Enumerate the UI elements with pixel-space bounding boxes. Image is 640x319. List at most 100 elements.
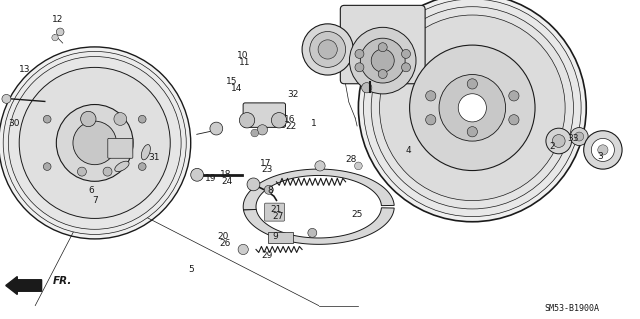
Circle shape bbox=[426, 91, 436, 101]
Circle shape bbox=[103, 167, 112, 176]
Text: 21: 21 bbox=[271, 205, 282, 214]
Circle shape bbox=[52, 34, 58, 41]
Text: 20: 20 bbox=[217, 232, 228, 241]
Circle shape bbox=[410, 45, 535, 171]
Text: 4: 4 bbox=[406, 146, 411, 155]
Circle shape bbox=[44, 115, 51, 123]
FancyBboxPatch shape bbox=[243, 103, 285, 127]
Circle shape bbox=[3, 51, 186, 234]
Circle shape bbox=[81, 111, 96, 127]
Circle shape bbox=[349, 27, 416, 94]
Text: 8: 8 bbox=[268, 186, 273, 195]
Circle shape bbox=[239, 113, 255, 128]
Circle shape bbox=[271, 113, 287, 128]
Text: 25: 25 bbox=[351, 210, 363, 219]
Circle shape bbox=[598, 145, 608, 155]
Circle shape bbox=[426, 115, 436, 125]
Circle shape bbox=[355, 162, 362, 170]
Polygon shape bbox=[243, 208, 394, 244]
Circle shape bbox=[401, 49, 410, 58]
Text: 16: 16 bbox=[284, 115, 295, 124]
Circle shape bbox=[467, 127, 477, 137]
Circle shape bbox=[355, 49, 364, 58]
Text: 30: 30 bbox=[8, 119, 20, 128]
Bar bbox=[268, 232, 293, 243]
Text: 11: 11 bbox=[239, 58, 251, 67]
FancyBboxPatch shape bbox=[108, 138, 133, 158]
Circle shape bbox=[591, 138, 614, 161]
Text: 32: 32 bbox=[287, 90, 299, 99]
Text: SM53-B1900A: SM53-B1900A bbox=[544, 304, 599, 313]
Circle shape bbox=[302, 24, 353, 75]
Ellipse shape bbox=[141, 145, 150, 160]
Circle shape bbox=[355, 63, 364, 72]
Circle shape bbox=[371, 49, 394, 72]
Text: 12: 12 bbox=[52, 15, 63, 24]
Circle shape bbox=[191, 168, 204, 181]
Circle shape bbox=[552, 135, 565, 147]
Text: 29: 29 bbox=[262, 251, 273, 260]
Circle shape bbox=[238, 244, 248, 255]
Circle shape bbox=[0, 47, 191, 239]
Circle shape bbox=[546, 128, 572, 154]
Text: 13: 13 bbox=[19, 65, 30, 74]
Circle shape bbox=[362, 83, 372, 93]
Text: 7: 7 bbox=[92, 196, 97, 205]
Text: 22: 22 bbox=[285, 122, 297, 130]
Text: 19: 19 bbox=[205, 174, 217, 182]
Circle shape bbox=[247, 178, 260, 191]
Circle shape bbox=[251, 129, 259, 137]
Circle shape bbox=[378, 43, 387, 52]
Text: 23: 23 bbox=[262, 165, 273, 174]
Circle shape bbox=[308, 228, 317, 237]
Text: 17: 17 bbox=[260, 159, 271, 168]
Circle shape bbox=[509, 91, 519, 101]
Text: 26: 26 bbox=[220, 239, 231, 248]
Circle shape bbox=[467, 79, 477, 89]
Circle shape bbox=[19, 67, 170, 219]
Circle shape bbox=[44, 163, 51, 170]
Text: 5: 5 bbox=[188, 265, 193, 274]
Ellipse shape bbox=[115, 161, 129, 172]
Circle shape bbox=[358, 0, 586, 222]
Circle shape bbox=[210, 122, 223, 135]
Circle shape bbox=[364, 0, 581, 217]
Circle shape bbox=[439, 75, 506, 141]
FancyBboxPatch shape bbox=[340, 5, 425, 84]
Text: 15: 15 bbox=[226, 77, 237, 86]
Circle shape bbox=[380, 15, 565, 201]
Polygon shape bbox=[243, 169, 394, 210]
Text: 10: 10 bbox=[237, 51, 249, 60]
Text: 6: 6 bbox=[88, 186, 93, 195]
FancyArrow shape bbox=[6, 277, 42, 294]
Text: 33: 33 bbox=[567, 134, 579, 143]
Circle shape bbox=[257, 125, 268, 135]
Text: 9: 9 bbox=[273, 232, 278, 241]
Circle shape bbox=[8, 56, 181, 229]
Circle shape bbox=[315, 161, 325, 171]
Circle shape bbox=[138, 115, 146, 123]
Circle shape bbox=[360, 38, 405, 83]
Circle shape bbox=[264, 185, 273, 194]
Circle shape bbox=[56, 105, 133, 181]
Text: 14: 14 bbox=[231, 84, 243, 93]
Circle shape bbox=[575, 132, 584, 141]
Circle shape bbox=[73, 121, 116, 165]
Circle shape bbox=[138, 163, 146, 170]
Text: FR.: FR. bbox=[52, 276, 72, 286]
Text: 18: 18 bbox=[220, 170, 231, 179]
Circle shape bbox=[371, 7, 573, 209]
Text: 3: 3 bbox=[598, 152, 603, 161]
Circle shape bbox=[509, 115, 519, 125]
Circle shape bbox=[114, 113, 127, 125]
Text: 31: 31 bbox=[148, 153, 159, 162]
Circle shape bbox=[310, 32, 346, 67]
Circle shape bbox=[570, 128, 588, 145]
Text: 28: 28 bbox=[345, 155, 356, 164]
Circle shape bbox=[2, 94, 11, 103]
Circle shape bbox=[401, 63, 410, 72]
Text: 1: 1 bbox=[311, 119, 316, 128]
Circle shape bbox=[318, 40, 337, 59]
Circle shape bbox=[378, 70, 387, 78]
FancyBboxPatch shape bbox=[264, 203, 285, 221]
